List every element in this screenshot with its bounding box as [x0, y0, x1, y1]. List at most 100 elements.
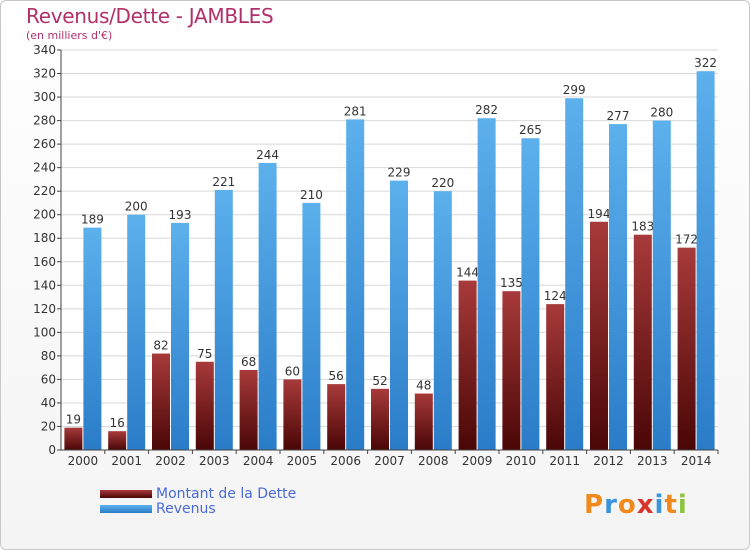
y-tick-label: 320	[33, 67, 56, 81]
data-label-debt: 68	[241, 355, 256, 369]
y-tick-label: 0	[48, 443, 56, 457]
data-label-debt: 144	[456, 266, 479, 280]
y-tick-label: 120	[33, 302, 56, 316]
bar-revenue	[346, 119, 365, 450]
bar-debt	[283, 379, 302, 450]
data-label-debt: 52	[372, 374, 387, 388]
legend-item-debt: Montant de la Dette	[100, 485, 297, 502]
x-tick-label: 2005	[287, 454, 318, 468]
data-label-debt: 172	[675, 233, 698, 247]
data-label-debt: 135	[500, 276, 523, 290]
data-label-debt: 75	[197, 347, 212, 361]
y-tick-label: 280	[33, 114, 56, 128]
legend-item-revenue: Revenus	[100, 500, 296, 517]
data-label-revenue: 281	[344, 104, 367, 118]
data-label-revenue: 200	[125, 200, 148, 214]
bar-debt	[152, 353, 170, 450]
legend: Montant de la Dette Revenus	[100, 485, 297, 517]
bar-revenue	[171, 222, 189, 450]
bar-revenue	[521, 138, 540, 450]
y-tick-label: 240	[33, 161, 56, 175]
bar-debt	[108, 431, 127, 450]
data-label-revenue: 322	[694, 56, 717, 70]
x-tick-label: 2009	[462, 454, 493, 468]
x-tick-label: 2012	[593, 454, 624, 468]
y-tick-label: 220	[33, 184, 56, 198]
legend-swatch-revenue	[100, 504, 152, 513]
bar-revenue	[696, 71, 715, 451]
data-label-revenue: 277	[607, 109, 630, 123]
y-tick-label: 200	[33, 208, 56, 222]
bar-debt	[546, 304, 565, 450]
data-label-revenue: 193	[169, 208, 192, 222]
bar-debt	[633, 234, 652, 450]
bar-debt	[458, 280, 477, 450]
data-label-debt: 48	[416, 379, 431, 393]
data-label-revenue: 282	[475, 103, 498, 117]
x-tick-label: 2011	[549, 454, 580, 468]
y-tick-label: 60	[41, 372, 56, 386]
bar-debt	[371, 388, 389, 450]
data-label-debt: 82	[153, 339, 168, 353]
bar-revenue	[83, 227, 102, 450]
chart-title: Revenus/Dette - JAMBLES	[26, 4, 274, 28]
data-label-revenue: 280	[650, 106, 673, 120]
y-tick-label: 160	[33, 255, 56, 269]
bar-revenue	[652, 120, 671, 451]
bar-revenue	[433, 191, 452, 451]
data-label-revenue: 299	[563, 83, 586, 97]
plot-area	[61, 50, 718, 450]
x-tick-label: 2014	[681, 454, 712, 468]
x-tick-label: 2006	[330, 454, 361, 468]
data-label-debt: 16	[110, 416, 125, 430]
bar-revenue	[258, 162, 277, 451]
y-tick-label: 140	[33, 278, 56, 292]
y-tick-label: 40	[41, 396, 56, 410]
y-tick-label: 100	[33, 325, 56, 339]
data-label-debt: 183	[631, 220, 654, 234]
x-tick-label: 2000	[68, 454, 99, 468]
legend-label-revenue: Revenus	[156, 500, 216, 517]
data-label-revenue: 210	[300, 188, 323, 202]
bar-debt	[414, 393, 433, 450]
data-label-revenue: 220	[431, 176, 454, 190]
data-label-revenue: 265	[519, 123, 542, 137]
y-tick-label: 260	[33, 137, 56, 151]
data-label-debt: 19	[66, 413, 81, 427]
bar-revenue	[477, 118, 496, 450]
y-tick-label: 180	[33, 231, 56, 245]
bar-revenue	[390, 180, 408, 450]
bar-revenue	[214, 190, 233, 450]
data-label-revenue: 221	[212, 175, 235, 189]
legend-label-debt: Montant de la Dette	[156, 485, 297, 502]
data-label-debt: 124	[544, 289, 567, 303]
data-label-debt: 56	[329, 369, 344, 383]
bar-debt	[195, 361, 214, 450]
x-tick-label: 2013	[637, 454, 668, 468]
y-tick-label: 20	[41, 419, 56, 433]
data-label-debt: 194	[588, 207, 611, 221]
x-tick-label: 2007	[374, 454, 405, 468]
bar-revenue	[302, 202, 321, 450]
proxiti-logo: Proxiti	[584, 490, 688, 520]
y-tick-label: 80	[41, 349, 56, 363]
bar-revenue	[127, 214, 146, 450]
bar-revenue	[565, 98, 584, 450]
x-tick-label: 2004	[243, 454, 274, 468]
data-label-revenue: 244	[256, 148, 279, 162]
chart-subtitle: (en milliers d'€)	[26, 29, 113, 42]
x-tick-label: 2008	[418, 454, 449, 468]
bar-debt	[64, 427, 83, 450]
bar-revenue	[609, 124, 627, 450]
bar-debt	[327, 384, 346, 450]
y-tick-label: 340	[33, 43, 56, 57]
bar-debt	[677, 247, 696, 450]
bar-debt	[239, 370, 258, 450]
data-label-revenue: 189	[81, 213, 104, 227]
x-tick-label: 2002	[155, 454, 186, 468]
data-label-revenue: 229	[388, 166, 411, 180]
x-tick-label: 2001	[111, 454, 142, 468]
data-label-debt: 60	[285, 364, 300, 378]
x-tick-label: 2010	[506, 454, 537, 468]
